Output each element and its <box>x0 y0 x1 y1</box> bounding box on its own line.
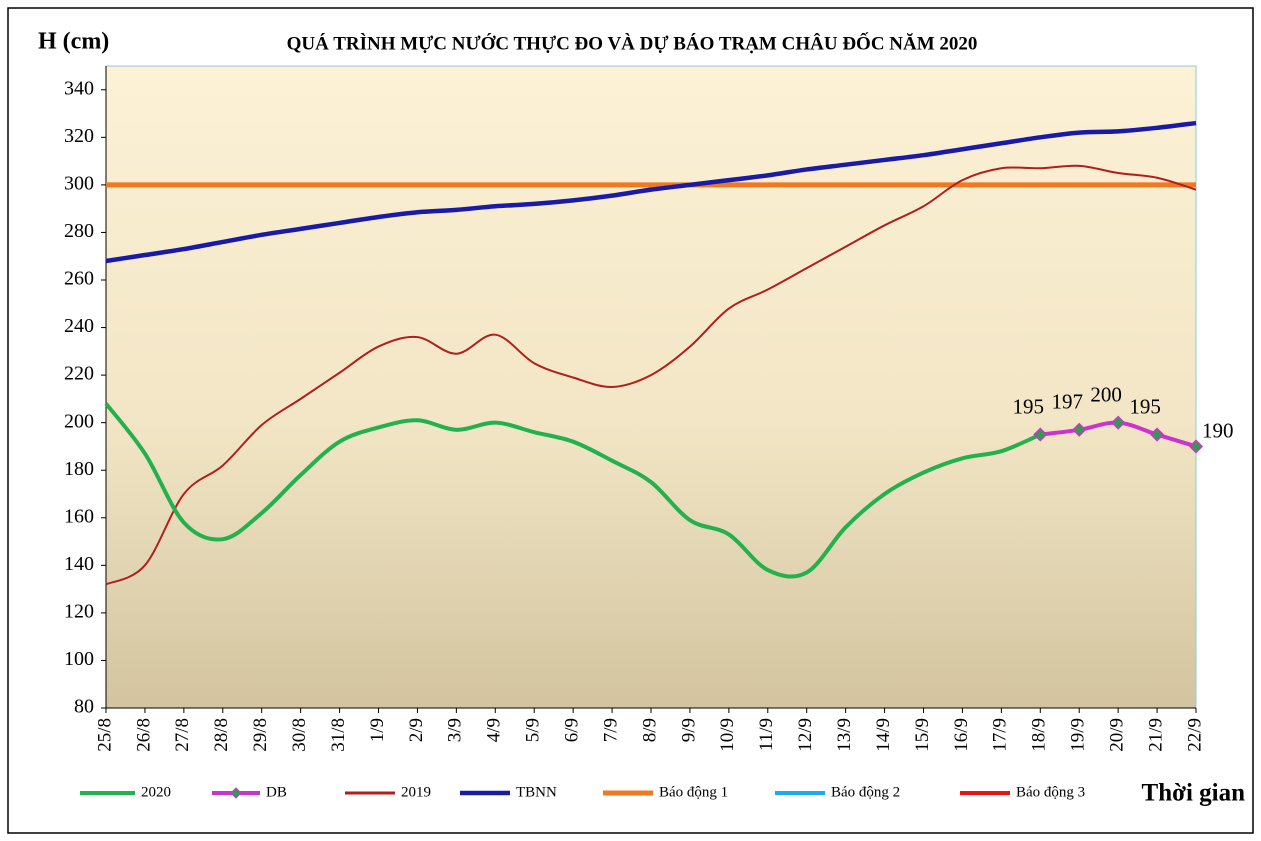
legend-marker <box>230 787 242 799</box>
legend-label: 2020 <box>141 784 171 800</box>
data-label: 197 <box>1051 390 1083 414</box>
legend-label: Báo động 3 <box>1016 784 1085 800</box>
x-tick-label: 27/8 <box>172 718 193 752</box>
chart-title: QUÁ TRÌNH MỰC NƯỚC THỰC ĐO VÀ DỰ BÁO TRẠ… <box>287 32 978 54</box>
x-tick-label: 29/8 <box>250 718 271 752</box>
legend-label: Báo động 2 <box>831 784 900 800</box>
x-tick-label: 2/9 <box>406 718 427 742</box>
x-tick-label: 22/9 <box>1184 718 1205 752</box>
y-tick-label: 160 <box>64 505 94 527</box>
x-tick-label: 28/8 <box>211 718 232 752</box>
y-tick-label: 220 <box>64 363 94 385</box>
y-tick-label: 340 <box>64 77 94 99</box>
x-tick-label: 7/9 <box>600 718 621 742</box>
x-axis-label: Thời gian <box>1142 780 1246 807</box>
x-tick-label: 6/9 <box>562 718 583 742</box>
data-label: 195 <box>1129 394 1161 418</box>
x-tick-label: 10/9 <box>717 718 738 752</box>
y-tick-label: 80 <box>74 696 94 718</box>
x-tick-label: 4/9 <box>484 718 505 742</box>
y-tick-label: 100 <box>64 648 94 670</box>
x-tick-label: 21/9 <box>1145 718 1166 752</box>
y-tick-label: 180 <box>64 458 94 480</box>
x-tick-label: 25/8 <box>94 718 115 752</box>
x-tick-label: 13/9 <box>834 718 855 752</box>
x-tick-label: 1/9 <box>367 718 388 742</box>
y-tick-label: 240 <box>64 315 94 337</box>
marker <box>1072 422 1087 437</box>
x-tick-label: 9/9 <box>678 718 699 742</box>
y-tick-label: 280 <box>64 220 94 242</box>
marker <box>1111 415 1126 430</box>
x-tick-label: 30/8 <box>289 718 310 752</box>
x-tick-label: 16/9 <box>951 718 972 752</box>
x-tick-label: 31/8 <box>328 718 349 752</box>
legend-label: DB <box>266 784 287 800</box>
x-tick-label: 20/9 <box>1107 718 1128 752</box>
data-label: 190 <box>1202 418 1234 442</box>
y-tick-label: 260 <box>64 268 94 290</box>
marker <box>1033 427 1048 442</box>
y-tick-label: 200 <box>64 410 94 432</box>
x-tick-label: 12/9 <box>795 718 816 752</box>
plot-area <box>105 65 1197 709</box>
x-tick-label: 17/9 <box>990 718 1011 752</box>
x-tick-label: 26/8 <box>133 718 154 752</box>
x-tick-label: 11/9 <box>756 718 777 751</box>
series-line <box>104 402 1042 579</box>
y-tick-label: 320 <box>64 125 94 147</box>
x-tick-label: 15/9 <box>912 718 933 752</box>
x-tick-label: 3/9 <box>445 718 466 742</box>
marker <box>1188 439 1204 454</box>
data-label: 195 <box>1013 394 1045 418</box>
x-tick-label: 5/9 <box>523 718 544 742</box>
x-tick-label: 18/9 <box>1029 718 1050 752</box>
y-tick-label: 140 <box>64 553 94 575</box>
x-tick-label: 19/9 <box>1068 718 1089 752</box>
data-label: 200 <box>1090 382 1122 406</box>
marker <box>1150 427 1165 442</box>
y-tick-label: 120 <box>64 600 94 622</box>
series-line <box>105 164 1197 586</box>
legend-label: 2019 <box>401 784 431 800</box>
x-tick-label: 14/9 <box>873 718 894 752</box>
x-tick-label: 8/9 <box>639 718 660 742</box>
y-tick-label: 300 <box>64 172 94 194</box>
legend-label: TBNN <box>516 784 557 800</box>
legend-label: Báo động 1 <box>659 784 728 800</box>
series-line <box>105 120 1197 264</box>
y-axis-label: H (cm) <box>38 29 109 55</box>
